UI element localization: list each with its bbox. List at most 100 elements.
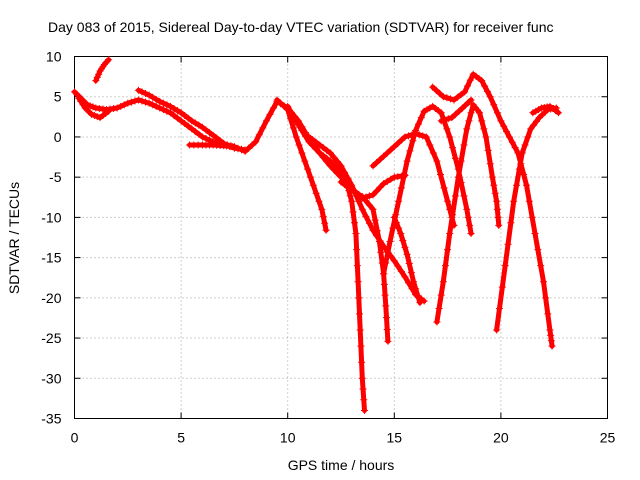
data-point — [440, 184, 448, 192]
data-point — [457, 91, 465, 99]
data-point — [358, 205, 366, 213]
data-point — [348, 186, 356, 194]
data-point — [355, 310, 363, 318]
data-point — [493, 197, 501, 205]
data-point — [451, 110, 459, 118]
data-point — [337, 162, 345, 170]
series-line — [93, 57, 112, 84]
data-point — [520, 170, 528, 178]
data-point — [521, 141, 529, 149]
data-point — [482, 133, 490, 141]
series-17 — [529, 102, 562, 117]
data-point — [360, 406, 368, 414]
data-point — [90, 111, 98, 119]
data-point — [478, 77, 486, 85]
data-point — [120, 101, 128, 109]
data-point — [355, 190, 363, 198]
data-point — [344, 183, 352, 191]
data-point — [518, 149, 526, 157]
series-2 — [92, 56, 113, 85]
data-point — [95, 70, 103, 78]
data-point — [543, 103, 551, 111]
data-point — [446, 133, 454, 141]
data-point — [436, 170, 444, 178]
data-point — [422, 133, 430, 141]
data-point — [466, 221, 474, 229]
data-point — [376, 155, 384, 163]
data-point — [414, 292, 422, 300]
data-point — [493, 326, 501, 334]
data-point — [113, 104, 121, 112]
data-point — [457, 157, 465, 165]
data-point — [110, 105, 118, 113]
data-point — [195, 121, 203, 129]
series-line — [438, 97, 474, 124]
data-point — [454, 173, 462, 181]
data-point — [546, 326, 554, 334]
data-point — [177, 117, 185, 125]
data-point — [319, 212, 327, 220]
chart-title: Day 083 of 2015, Sidereal Day-to-day VTE… — [48, 19, 554, 35]
data-point — [439, 93, 447, 101]
data-point — [159, 106, 167, 114]
data-point — [145, 99, 153, 107]
data-point — [437, 109, 445, 117]
data-point — [465, 117, 473, 125]
data-point — [163, 107, 171, 115]
series-9 — [337, 178, 392, 345]
data-point — [298, 149, 306, 157]
data-point — [362, 212, 370, 220]
data-point — [166, 102, 174, 110]
x-tick-label: 20 — [493, 430, 509, 446]
data-point — [415, 131, 423, 139]
series-15 — [437, 96, 475, 125]
data-point — [234, 145, 242, 153]
data-point — [419, 132, 427, 140]
data-point — [417, 114, 425, 122]
data-point — [400, 170, 408, 178]
data-point — [403, 157, 411, 165]
data-point — [464, 213, 472, 221]
data-point — [358, 358, 366, 366]
data-point — [269, 104, 277, 112]
data-point — [134, 86, 142, 94]
data-point — [373, 187, 381, 195]
data-point — [86, 102, 94, 110]
y-tick-label: -35 — [41, 411, 61, 427]
data-point — [181, 111, 189, 119]
data-point — [166, 109, 174, 117]
data-point — [466, 76, 474, 84]
data-point — [100, 61, 108, 69]
data-point — [213, 134, 221, 142]
data-point — [376, 183, 384, 191]
y-tick-label: -15 — [41, 250, 61, 266]
data-point — [446, 229, 454, 237]
series-16 — [493, 104, 560, 334]
data-point — [529, 109, 537, 117]
y-tick-label: -25 — [41, 330, 61, 346]
data-point — [505, 133, 513, 141]
data-point — [365, 192, 373, 200]
data-point — [99, 105, 107, 113]
series-5 — [186, 141, 236, 151]
data-point — [124, 99, 132, 107]
data-point — [382, 259, 390, 267]
data-point — [358, 192, 366, 200]
x-tick-label: 10 — [280, 430, 296, 446]
data-point — [248, 141, 256, 149]
data-point — [451, 154, 459, 162]
data-point — [306, 173, 314, 181]
data-point — [401, 243, 409, 251]
data-point — [531, 229, 539, 237]
data-point — [326, 149, 334, 157]
data-point — [412, 130, 420, 138]
data-point — [131, 97, 139, 105]
x-tick-label: 0 — [71, 430, 79, 446]
data-point — [437, 291, 445, 299]
data-point — [437, 117, 445, 125]
data-point — [444, 115, 452, 123]
data-point — [145, 91, 153, 99]
data-point — [92, 104, 100, 112]
data-point — [401, 133, 409, 141]
